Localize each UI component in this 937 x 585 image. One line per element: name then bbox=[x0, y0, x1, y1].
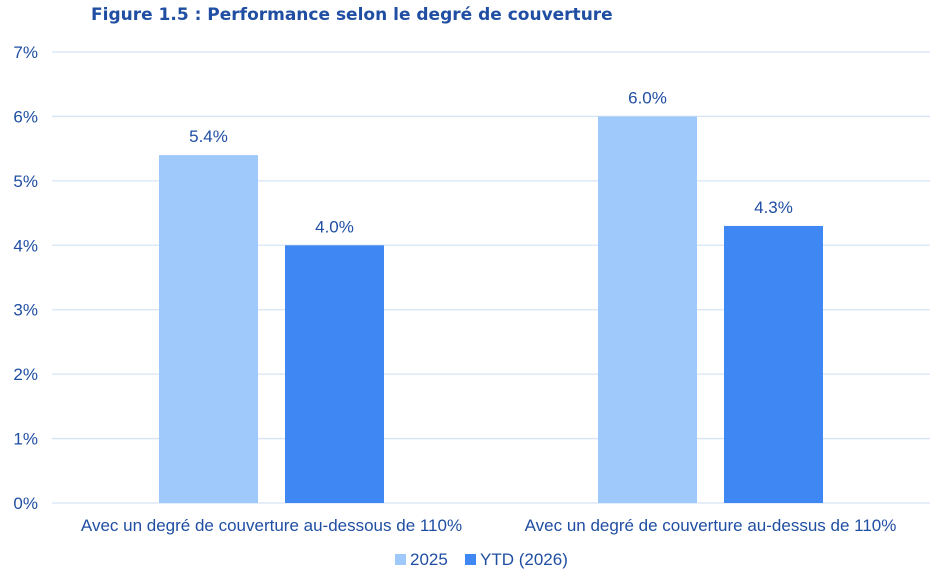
y-tick-label: 7% bbox=[13, 43, 38, 62]
y-tick-label: 0% bbox=[13, 494, 38, 513]
data-label: 5.4% bbox=[189, 127, 228, 146]
legend-swatch bbox=[395, 554, 406, 565]
bar-series-2025 bbox=[159, 155, 258, 504]
legend: 2025 YTD (2026) bbox=[395, 550, 568, 569]
chart-title: Figure 1.5 : Performance selon le degré … bbox=[91, 5, 613, 25]
y-axis-tick-labels: 0% 1% 2% 3% 4% 5% 6% 7% bbox=[13, 43, 38, 513]
y-tick-label: 2% bbox=[13, 365, 38, 384]
x-axis-category-labels: Avec un degré de couverture au-dessous d… bbox=[81, 516, 896, 535]
bar-series-ytd-2026 bbox=[285, 245, 384, 504]
legend-label: YTD (2026) bbox=[480, 550, 568, 569]
bar-series-ytd-2026 bbox=[724, 225, 823, 503]
legend-label: 2025 bbox=[410, 550, 448, 569]
y-tick-label: 1% bbox=[13, 430, 38, 449]
data-labels: 5.4% 4.0% 6.0% 4.3% bbox=[189, 88, 793, 236]
bars bbox=[159, 116, 823, 504]
x-category-label: Avec un degré de couverture au-dessous d… bbox=[81, 516, 462, 535]
y-tick-label: 6% bbox=[13, 107, 38, 126]
bar-series-2025 bbox=[598, 116, 697, 503]
legend-swatch bbox=[465, 554, 476, 565]
data-label: 4.3% bbox=[754, 198, 793, 217]
y-tick-label: 4% bbox=[13, 236, 38, 255]
y-tick-label: 3% bbox=[13, 301, 38, 320]
data-label: 4.0% bbox=[315, 217, 354, 236]
x-category-label: Avec un degré de couverture au-dessus de… bbox=[525, 516, 897, 535]
y-tick-label: 5% bbox=[13, 172, 38, 191]
data-label: 6.0% bbox=[628, 88, 667, 107]
